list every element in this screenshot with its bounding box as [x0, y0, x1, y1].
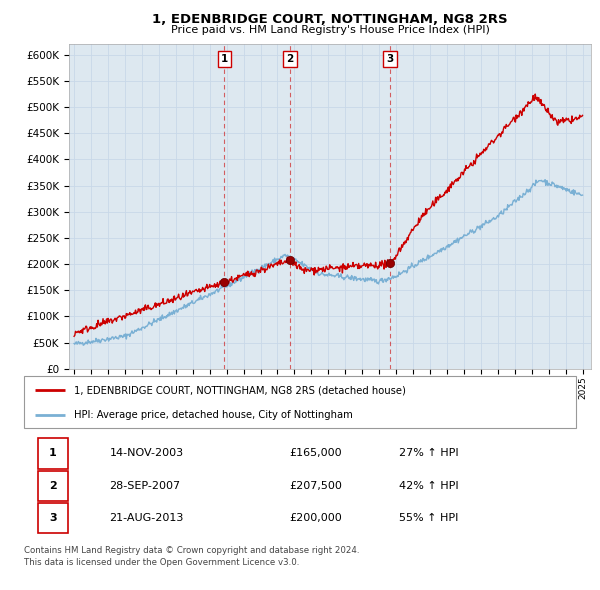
Text: 1: 1	[221, 54, 228, 64]
Text: £207,500: £207,500	[289, 481, 342, 491]
Text: 1, EDENBRIDGE COURT, NOTTINGHAM, NG8 2RS (detached house): 1, EDENBRIDGE COURT, NOTTINGHAM, NG8 2RS…	[74, 385, 406, 395]
Text: 3: 3	[49, 513, 57, 523]
Text: 2: 2	[49, 481, 57, 491]
Text: £165,000: £165,000	[289, 448, 341, 458]
Text: Contains HM Land Registry data © Crown copyright and database right 2024.: Contains HM Land Registry data © Crown c…	[24, 546, 359, 555]
Bar	[38, 503, 68, 533]
Text: 28-SEP-2007: 28-SEP-2007	[110, 481, 181, 491]
Text: 21-AUG-2013: 21-AUG-2013	[110, 513, 184, 523]
Text: 27% ↑ HPI: 27% ↑ HPI	[400, 448, 459, 458]
Text: 2: 2	[287, 54, 294, 64]
Bar	[38, 471, 68, 501]
Text: Price paid vs. HM Land Registry's House Price Index (HPI): Price paid vs. HM Land Registry's House …	[170, 25, 490, 35]
Text: 3: 3	[386, 54, 394, 64]
Text: 42% ↑ HPI: 42% ↑ HPI	[400, 481, 459, 491]
Text: 1: 1	[49, 448, 57, 458]
Text: 55% ↑ HPI: 55% ↑ HPI	[400, 513, 459, 523]
Text: 1, EDENBRIDGE COURT, NOTTINGHAM, NG8 2RS: 1, EDENBRIDGE COURT, NOTTINGHAM, NG8 2RS	[152, 13, 508, 26]
Bar	[38, 438, 68, 468]
Text: £200,000: £200,000	[289, 513, 342, 523]
Text: 14-NOV-2003: 14-NOV-2003	[110, 448, 184, 458]
Text: HPI: Average price, detached house, City of Nottingham: HPI: Average price, detached house, City…	[74, 410, 352, 419]
Text: This data is licensed under the Open Government Licence v3.0.: This data is licensed under the Open Gov…	[24, 558, 299, 566]
